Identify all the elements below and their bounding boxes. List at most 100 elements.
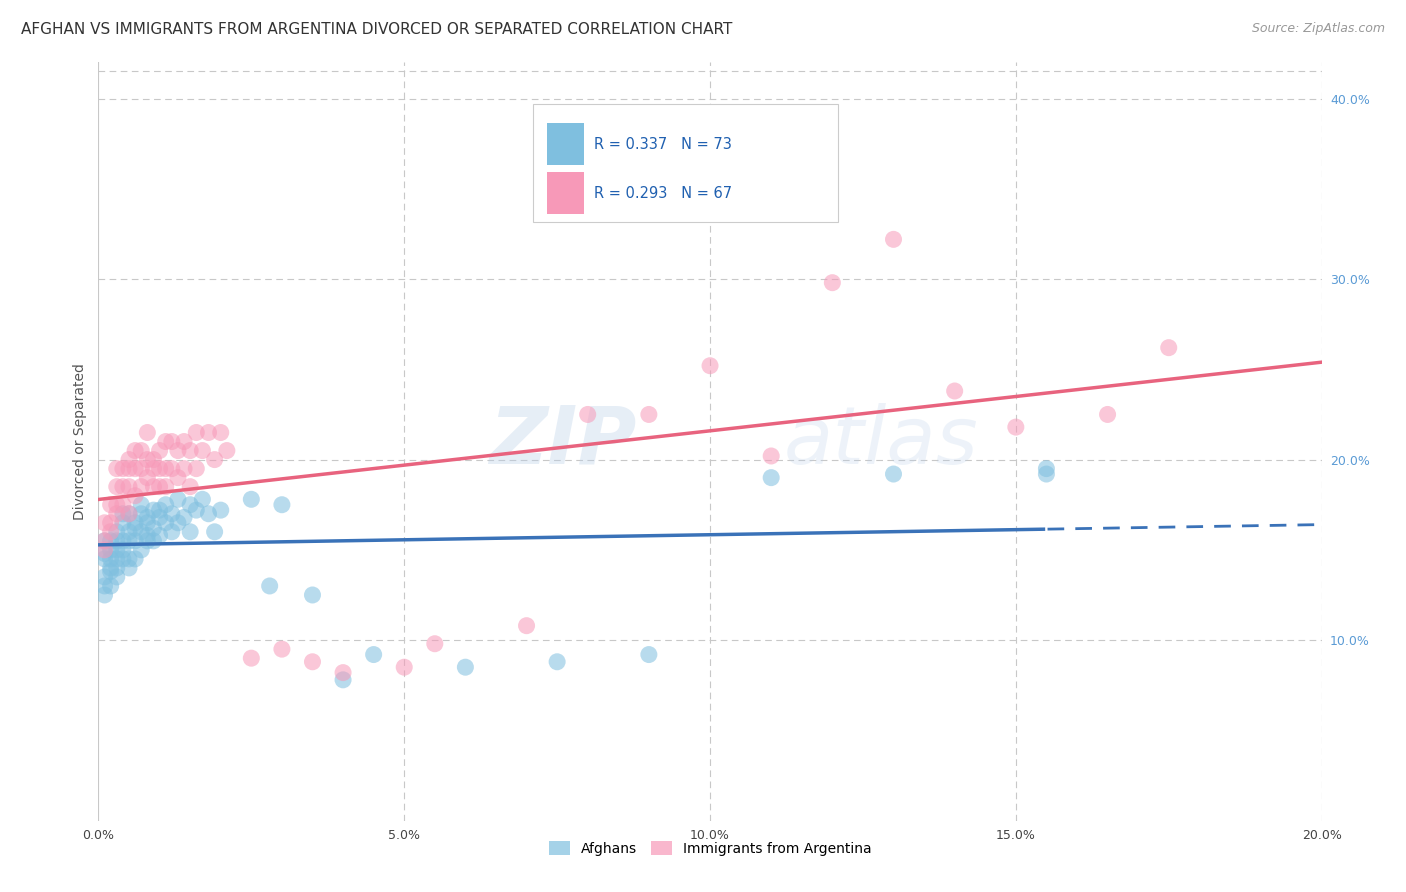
Point (129, 498, 152, 512)
Point (105, 507, 128, 521)
Point (136, 425, 159, 440)
Point (124, 552, 146, 566)
Point (100, 516, 122, 530)
Point (301, 655, 323, 669)
Point (105, 552, 128, 566)
Point (142, 480, 165, 494)
Point (142, 533, 165, 548)
Point (155, 498, 177, 512)
Point (546, 655, 568, 669)
Point (93, 542, 115, 557)
Point (111, 461, 134, 475)
Point (160, 507, 183, 521)
Point (167, 470, 190, 484)
Point (204, 524, 226, 539)
Point (191, 492, 214, 507)
Point (637, 408, 661, 422)
Point (423, 637, 446, 651)
Point (129, 480, 152, 494)
Y-axis label: Divorced or Separated: Divorced or Separated (73, 363, 87, 520)
Legend: Afghans, Immigrants from Argentina: Afghans, Immigrants from Argentina (541, 834, 879, 863)
Point (392, 660, 416, 674)
FancyBboxPatch shape (533, 104, 838, 221)
Point (204, 452, 226, 467)
Point (155, 461, 177, 475)
Point (149, 528, 172, 542)
Point (93, 546, 115, 560)
Point (124, 489, 146, 503)
Point (118, 507, 141, 521)
Point (270, 642, 292, 657)
Point (129, 461, 152, 475)
Point (118, 461, 141, 475)
Point (759, 449, 782, 463)
Point (149, 510, 172, 524)
Point (100, 498, 122, 512)
Point (186, 425, 208, 440)
Point (332, 665, 354, 680)
Point (215, 443, 238, 458)
Point (1035, 461, 1057, 475)
Point (167, 516, 190, 530)
Point (111, 533, 134, 548)
Point (209, 503, 232, 517)
Point (149, 461, 172, 475)
Point (118, 533, 141, 548)
Point (576, 408, 599, 422)
Point (943, 384, 966, 398)
Point (93, 579, 115, 593)
Point (111, 516, 134, 530)
Point (100, 565, 122, 579)
Point (105, 533, 128, 548)
Point (100, 524, 122, 539)
Point (197, 425, 219, 440)
Point (118, 552, 141, 566)
Point (1157, 341, 1180, 355)
Point (142, 521, 165, 535)
Point (1035, 467, 1057, 481)
Point (118, 524, 141, 539)
Point (821, 276, 844, 290)
Point (186, 503, 208, 517)
Point (93, 533, 115, 548)
Point (883, 232, 905, 246)
Text: Source: ZipAtlas.com: Source: ZipAtlas.com (1251, 22, 1385, 36)
Point (93, 552, 115, 566)
Point (105, 561, 128, 575)
Point (111, 552, 134, 566)
Point (240, 651, 263, 665)
Text: ZIP: ZIP (489, 402, 637, 481)
Point (100, 533, 122, 548)
Point (173, 461, 195, 475)
Point (111, 542, 134, 557)
Point (167, 443, 190, 458)
Point (197, 507, 219, 521)
Point (93, 516, 115, 530)
Point (105, 570, 128, 584)
Text: R = 0.337   N = 73: R = 0.337 N = 73 (593, 136, 731, 152)
Point (124, 521, 146, 535)
Point (105, 480, 128, 494)
Point (93, 570, 115, 584)
Point (142, 452, 165, 467)
Point (118, 480, 141, 494)
Point (136, 533, 159, 548)
Point (270, 498, 292, 512)
Point (129, 443, 152, 458)
Point (142, 503, 165, 517)
Text: R = 0.293   N = 67: R = 0.293 N = 67 (593, 186, 733, 201)
Point (100, 579, 122, 593)
Point (149, 503, 172, 517)
Point (179, 498, 201, 512)
Point (124, 516, 146, 530)
Point (160, 524, 183, 539)
Point (136, 516, 159, 530)
Point (118, 452, 141, 467)
Point (118, 507, 141, 521)
Point (142, 461, 165, 475)
Point (118, 561, 141, 575)
Point (454, 660, 477, 674)
Point (699, 359, 721, 373)
Point (191, 443, 214, 458)
Point (100, 552, 122, 566)
